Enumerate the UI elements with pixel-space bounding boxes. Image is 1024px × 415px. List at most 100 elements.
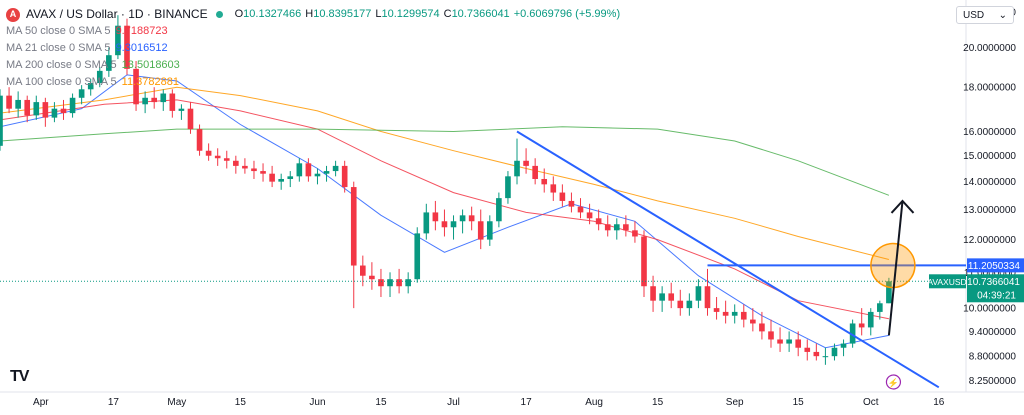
candle-body [432,212,439,222]
candle-body [287,176,294,179]
candle-body [0,95,3,146]
candle [668,282,675,309]
candle [260,163,266,182]
candle [813,343,820,361]
candle [360,255,366,287]
candle-body [296,163,303,177]
candle-body [341,165,348,188]
candle-body [541,178,548,185]
candle-body [96,70,103,84]
ma-line [0,126,890,196]
candle-body [514,160,520,177]
candle [886,277,892,304]
candle [613,218,620,240]
candle-body [42,102,49,118]
y-tick-label: 13.0000000 [963,205,1016,216]
candle-body [486,221,493,240]
candle [6,87,12,114]
candle [296,158,303,182]
candle [450,215,457,240]
lightning-glyph: ⚡ [888,377,899,389]
candle [759,311,765,340]
y-tick-label: 9.4000000 [969,327,1017,338]
drawings: ⚡ [0,130,966,390]
candle [777,327,783,352]
candles [0,15,892,365]
candle-body [586,212,593,219]
candle-body [423,212,430,234]
candle-body [151,97,158,103]
candle-body [60,108,67,114]
candle-body [269,173,275,182]
candle [341,160,348,193]
x-tick-label: Jun [309,397,325,408]
candle-body [804,347,811,352]
symbol-tag-bg [929,274,966,289]
x-tick-label: Jul [447,397,460,408]
candle-body [441,221,448,228]
candle-body [505,176,511,199]
chevron-down-icon: ⌄ [998,9,1007,21]
candle-body [695,286,702,301]
candle [650,275,656,312]
candle-body [577,206,584,213]
candle-body [142,97,148,105]
y-tick-label: 10.0000000 [963,304,1016,315]
candle [369,262,375,290]
candle-body [623,224,629,231]
candle [378,268,384,298]
candle [178,104,185,120]
x-tick-label: Aug [585,397,603,408]
resistance-tag-bg [967,258,1024,273]
candle [477,209,484,250]
candle-body [133,68,139,105]
candle [641,230,647,298]
candle [278,173,284,190]
y-tick-label: 16.0000000 [963,127,1016,138]
candle [731,304,738,324]
candle-body [459,215,466,222]
candle [858,308,865,336]
resistance-tag-value: 11.2050334 [968,261,1021,272]
candle [33,95,40,120]
candle-body [305,163,312,177]
candle-body [178,108,185,111]
lightning-icon [885,374,902,390]
candle [713,297,720,320]
candle [187,102,194,134]
y-tick-label: 8.8000000 [969,352,1017,363]
candle [877,300,883,320]
candle-body [559,192,566,201]
y-tick-label: 18.0000000 [963,83,1016,94]
candle-body [278,178,284,182]
resistance-price-tag: 11.2050334 [967,258,1024,273]
arrow-shaft [887,200,904,336]
axes: 8.2500000 8.8000000 9.4000000 10.0000000 11.… [33,7,1024,408]
x-tick-label: 15 [793,397,805,408]
candle-body [414,233,421,280]
arrow-head [890,199,915,214]
candle-body [323,171,330,174]
candle [133,60,139,111]
candle-body [822,356,829,358]
candle-body [668,293,675,301]
candle-body [867,311,874,328]
candle [768,319,774,348]
candle-body [15,99,21,109]
candle [750,308,756,332]
price-tag-bg [967,274,1024,303]
y-tick-label: 14.0000000 [963,177,1016,188]
price-tag-value: 10.7366041 [967,277,1020,288]
currency-select[interactable]: USD ⌄ [956,6,1014,24]
candle-body [677,300,684,309]
candle-body [6,95,12,109]
candle [840,339,847,357]
candle-body [831,347,838,357]
candle [459,209,466,234]
candle-body [813,351,820,357]
candle [659,286,665,312]
candle [604,215,611,237]
candle-body [405,279,411,287]
